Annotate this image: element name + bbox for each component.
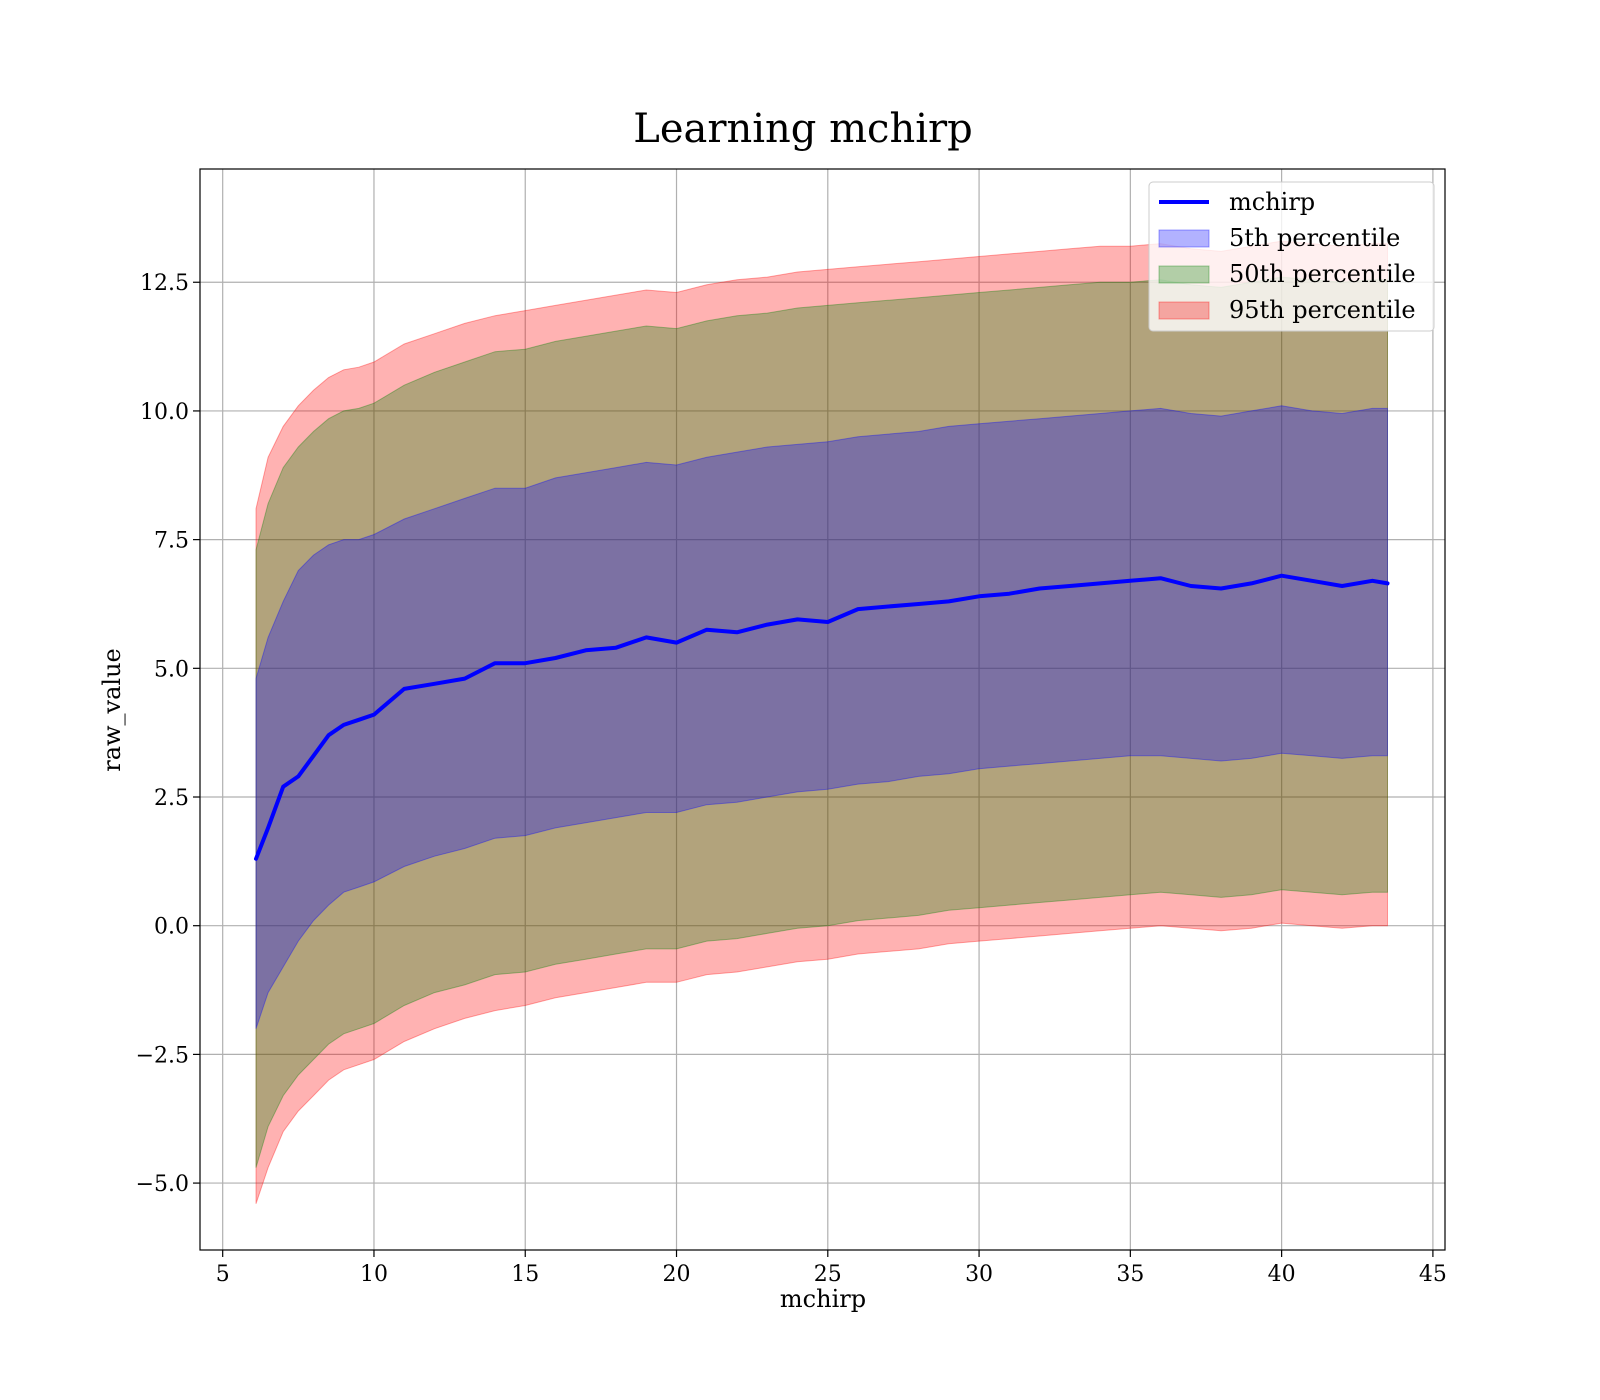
axis-ticks: 5 10 15 20 25 30 35 40 45 −5.0 −2.5 0.0 2.5 5.0 7.5 10.… [136, 271, 1447, 1287]
x-tick-label: 25 [814, 1262, 842, 1287]
legend-fill-swatch [1158, 301, 1210, 320]
grid [200, 169, 1445, 1250]
legend-item: 5th percentile [1158, 224, 1400, 252]
line-mchirp [254, 573, 1390, 861]
legend-item: mchirp [1159, 188, 1315, 216]
legend-item: 95th percentile [1158, 296, 1416, 324]
x-tick-label: 40 [1268, 1262, 1296, 1287]
x-tick-label: 15 [511, 1262, 539, 1287]
x-tick-label: 10 [360, 1262, 388, 1287]
legend-box [1148, 181, 1435, 332]
y-tick-label: 7.5 [154, 529, 189, 554]
y-axis-label: raw_value [98, 648, 126, 772]
plot-frame [199, 168, 1446, 1251]
legend-fill-swatch [1158, 265, 1210, 284]
legend-label: 5th percentile [1229, 224, 1400, 252]
band-5th-percentile [255, 405, 1388, 1029]
y-tick-label: 12.5 [140, 271, 189, 296]
chart-title: Learning mchirp [633, 106, 972, 152]
x-tick-label: 35 [1116, 1262, 1144, 1287]
band-50th-percentile [255, 276, 1388, 1168]
legend-fill-swatch [1158, 229, 1210, 248]
legend: mchirp 5th percentile 50th percentile 95th … [1148, 181, 1435, 332]
x-tick-label: 5 [216, 1262, 230, 1287]
legend-item: 50th percentile [1158, 260, 1416, 288]
y-tick-label: 2.5 [154, 786, 189, 811]
series-lines [254, 573, 1390, 861]
y-tick-label: −5.0 [136, 1172, 189, 1197]
x-axis-label: mchirp [780, 1285, 866, 1313]
x-tick-label: 45 [1419, 1262, 1447, 1287]
band-95th-percentile [255, 240, 1388, 1204]
legend-label: 50th percentile [1229, 260, 1416, 288]
percentile-bands [255, 240, 1388, 1204]
y-tick-label: 5.0 [154, 657, 189, 682]
legend-label: 95th percentile [1229, 296, 1416, 324]
legend-label: mchirp [1229, 188, 1315, 216]
y-tick-label: 0.0 [154, 915, 189, 940]
x-tick-label: 30 [965, 1262, 993, 1287]
y-tick-label: −2.5 [136, 1043, 189, 1068]
x-tick-label: 20 [663, 1262, 691, 1287]
y-tick-label: 10.0 [140, 400, 189, 425]
